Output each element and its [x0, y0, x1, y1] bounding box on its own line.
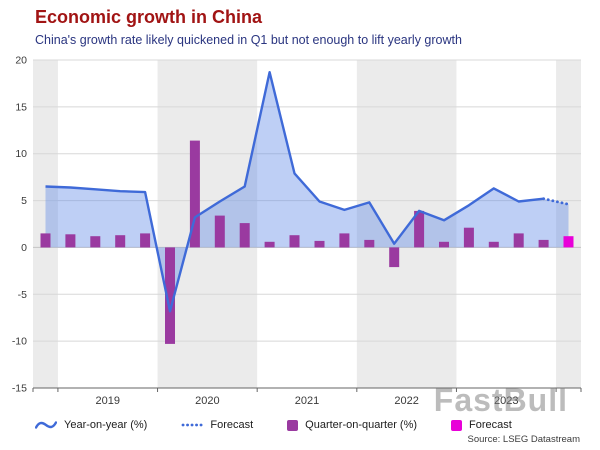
x-axis-year-label: 2023	[494, 395, 518, 407]
legend-item-forecast-line: Forecast	[181, 419, 253, 431]
legend-label-quarter-on-quarter: Quarter-on-quarter (%)	[305, 419, 418, 431]
qoq-bar	[115, 235, 126, 248]
y-axis-tick-label: 0	[21, 242, 27, 254]
dotted-line-swatch-icon	[181, 423, 204, 427]
qoq-bar	[214, 215, 225, 248]
y-axis-tick-label: -5	[18, 289, 27, 301]
qoq-bar	[488, 241, 499, 248]
qoq-bar	[339, 233, 350, 248]
line-swatch-icon	[35, 421, 57, 429]
legend-label-forecast-bar: Forecast	[469, 419, 512, 431]
qoq-bar	[90, 236, 101, 248]
legend-item-year-on-year: Year-on-year (%)	[35, 419, 147, 431]
qoq-bar	[364, 239, 375, 248]
year-band	[356, 60, 457, 388]
qoq-bar	[314, 240, 325, 248]
y-axis-tick-label: -10	[12, 336, 27, 348]
qoq-forecast-bar	[563, 236, 574, 248]
x-axis-year-label: 2019	[95, 395, 119, 407]
qoq-bar	[513, 233, 524, 248]
qoq-bar	[264, 241, 275, 248]
qoq-bar	[389, 247, 400, 268]
bar-swatch-icon	[287, 419, 299, 431]
y-axis-tick-label: 15	[15, 101, 27, 113]
year-band	[556, 60, 581, 388]
x-axis-year-label: 2021	[295, 395, 319, 407]
y-axis-tick-label: -15	[12, 383, 27, 395]
legend-label-year-on-year: Year-on-year (%)	[64, 419, 148, 431]
x-axis-year-label: 2022	[394, 395, 418, 407]
chart-subtitle: China's growth rate likely quickened in …	[35, 33, 462, 47]
yoy-line	[45, 71, 544, 313]
qoq-bar	[439, 241, 449, 248]
legend-item-quarter-on-quarter: Quarter-on-quarter (%)	[287, 419, 417, 431]
y-axis-tick-label: 10	[15, 148, 27, 160]
source-credit: Source: LSEG Datastream	[467, 434, 580, 445]
qoq-bar	[463, 227, 474, 248]
qoq-bar	[165, 247, 175, 344]
chart-canvas: 2019 2020 2021 2022 2023 20 15 10 5 0 -5 -10 -15	[12, 55, 582, 407]
chart-title: Economic growth in China	[35, 7, 263, 27]
legend-label-forecast-line: Forecast	[210, 419, 254, 431]
legend-item-forecast-bar: Forecast	[451, 419, 512, 431]
forecast-bar-swatch-icon	[451, 419, 463, 431]
qoq-bar	[289, 235, 300, 248]
y-axis-tick-label: 20	[15, 55, 27, 67]
yoy-area-fill	[45, 72, 569, 312]
qoq-bar	[538, 239, 549, 248]
legend: Year-on-year (%) Forecast Quarter-on-qua…	[35, 419, 512, 431]
y-axis-tick-label: 5	[21, 195, 27, 207]
qoq-bar	[414, 210, 425, 248]
qoq-bar	[40, 233, 51, 248]
plot-area: 2019 2020 2021 2022 2023 20 15 10 5 0 -5 -10 -15 Fas…	[0, 52, 600, 418]
qoq-bar	[65, 234, 76, 248]
yoy-forecast-dotted-line	[542, 197, 570, 206]
x-axis-year-label: 2020	[195, 395, 219, 407]
qoq-bar	[239, 223, 250, 248]
year-band	[33, 60, 58, 388]
qoq-bar	[140, 233, 151, 248]
qoq-bar	[189, 140, 200, 248]
